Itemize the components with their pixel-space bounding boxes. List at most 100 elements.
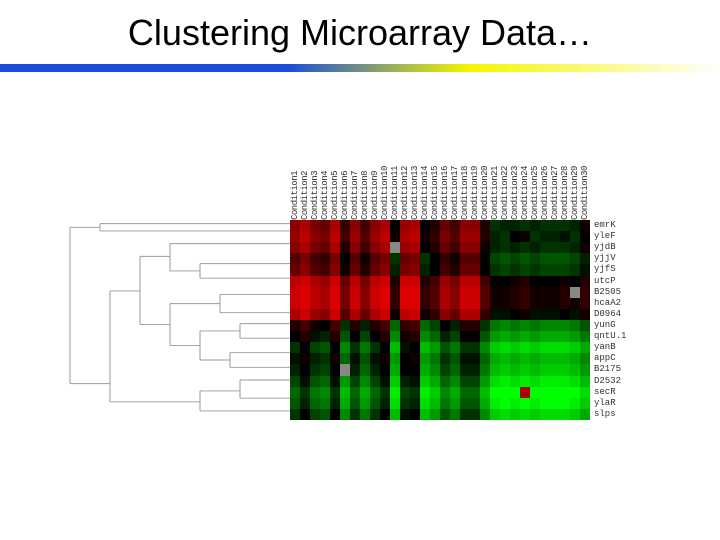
- heatmap-cell: [450, 287, 460, 298]
- heatmap-cell: [460, 376, 470, 387]
- heatmap-cell: [420, 376, 430, 387]
- heatmap-cell: [430, 364, 440, 375]
- heatmap-cell: [360, 309, 370, 320]
- heatmap-cell: [450, 276, 460, 287]
- heatmap-cell: [460, 220, 470, 231]
- heatmap-cell: [430, 320, 440, 331]
- heatmap-cell: [580, 364, 590, 375]
- heatmap-cell: [290, 298, 300, 309]
- heatmap-cell: [540, 242, 550, 253]
- heatmap-cell: [360, 320, 370, 331]
- heatmap-cell: [430, 298, 440, 309]
- heatmap-cell: [340, 398, 350, 409]
- heatmap-cell: [380, 320, 390, 331]
- heatmap-cell: [510, 220, 520, 231]
- heatmap-cell: [350, 331, 360, 342]
- heatmap-cell: [350, 298, 360, 309]
- heatmap-cell: [470, 331, 480, 342]
- heatmap-cell: [450, 253, 460, 264]
- heatmap-cell: [420, 342, 430, 353]
- heatmap-cell: [490, 287, 500, 298]
- heatmap-cell: [400, 264, 410, 275]
- heatmap-cell: [380, 298, 390, 309]
- heatmap-cell: [290, 398, 300, 409]
- heatmap-cell: [430, 409, 440, 420]
- heatmap-cell: [530, 331, 540, 342]
- heatmap-cell: [420, 387, 430, 398]
- heatmap-cell: [580, 342, 590, 353]
- column-label: Condition22: [500, 120, 510, 220]
- heatmap-cell: [530, 287, 540, 298]
- heatmap-cell: [470, 376, 480, 387]
- heatmap-cell: [370, 253, 380, 264]
- row-label: appC: [594, 354, 626, 363]
- heatmap-cell: [580, 220, 590, 231]
- heatmap-cell: [560, 231, 570, 242]
- heatmap-cell: [570, 309, 580, 320]
- heatmap-cell: [340, 320, 350, 331]
- heatmap-cell: [470, 298, 480, 309]
- heatmap-cell: [450, 264, 460, 275]
- heatmap-cell: [330, 376, 340, 387]
- heatmap-cell: [470, 398, 480, 409]
- heatmap-cell: [310, 309, 320, 320]
- heatmap-cell: [570, 364, 580, 375]
- heatmap-cell: [310, 264, 320, 275]
- heatmap-cell: [380, 309, 390, 320]
- heatmap-cell: [550, 242, 560, 253]
- heatmap-cell: [550, 276, 560, 287]
- heatmap-cell: [540, 309, 550, 320]
- heatmap-cell: [470, 220, 480, 231]
- heatmap-cell: [540, 353, 550, 364]
- heatmap-cell: [570, 220, 580, 231]
- heatmap-cell: [340, 287, 350, 298]
- heatmap-cell: [420, 264, 430, 275]
- heatmap-cell: [350, 231, 360, 242]
- heatmap-cell: [470, 364, 480, 375]
- heatmap-cell: [330, 264, 340, 275]
- heatmap-cell: [360, 398, 370, 409]
- heatmap-cell: [390, 287, 400, 298]
- heatmap-cell: [330, 287, 340, 298]
- heatmap-cell: [570, 287, 580, 298]
- heatmap-cell: [570, 231, 580, 242]
- heatmap-cell: [320, 242, 330, 253]
- accent-bar: [0, 64, 720, 72]
- heatmap-cell: [570, 264, 580, 275]
- heatmap-cell: [390, 398, 400, 409]
- heatmap-cell: [500, 387, 510, 398]
- column-label: Condition19: [470, 120, 480, 220]
- heatmap-cell: [300, 309, 310, 320]
- heatmap-cell: [510, 253, 520, 264]
- heatmap-cell: [530, 342, 540, 353]
- heatmap-cell: [440, 298, 450, 309]
- heatmap-cell: [400, 320, 410, 331]
- heatmap-cell: [480, 298, 490, 309]
- heatmap-cell: [490, 376, 500, 387]
- heatmap-cell: [410, 342, 420, 353]
- heatmap-cell: [490, 298, 500, 309]
- heatmap-cell: [550, 387, 560, 398]
- heatmap-cell: [400, 364, 410, 375]
- heatmap-cell: [350, 264, 360, 275]
- heatmap-cell: [420, 220, 430, 231]
- heatmap-cell: [530, 264, 540, 275]
- heatmap-cell: [520, 387, 530, 398]
- heatmap-cell: [330, 331, 340, 342]
- heatmap-cell: [530, 276, 540, 287]
- heatmap-cell: [520, 320, 530, 331]
- heatmap-cell: [550, 398, 560, 409]
- heatmap-cell: [570, 276, 580, 287]
- heatmap-cell: [320, 376, 330, 387]
- heatmap-cell: [500, 298, 510, 309]
- heatmap-cell: [400, 242, 410, 253]
- heatmap-cell: [320, 253, 330, 264]
- heatmap-cell: [440, 320, 450, 331]
- heatmap-cell: [340, 409, 350, 420]
- heatmap-cell: [390, 331, 400, 342]
- heatmap-cell: [530, 309, 540, 320]
- heatmap-cell: [390, 298, 400, 309]
- heatmap-cell: [330, 253, 340, 264]
- column-label: Condition16: [440, 120, 450, 220]
- column-label: Condition8: [360, 120, 370, 220]
